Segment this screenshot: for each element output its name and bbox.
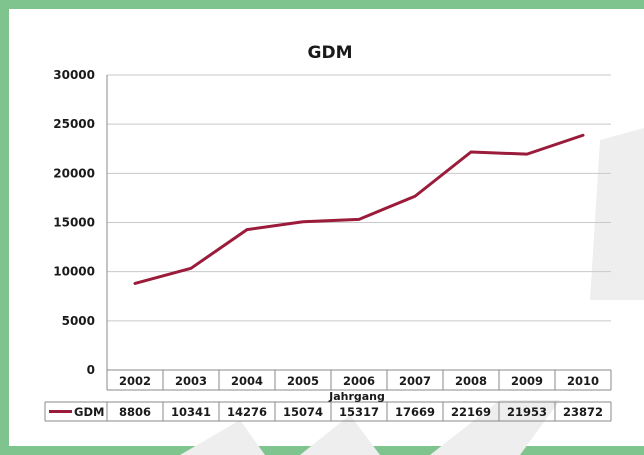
y-tick-5000: 5000 — [62, 314, 95, 328]
x-category-2009: 2009 — [511, 374, 543, 388]
y-tick-30000: 30000 — [53, 68, 95, 82]
data-label-2006: 15317 — [339, 405, 379, 419]
x-category-2005: 2005 — [287, 374, 319, 388]
legend-label: GDM — [74, 405, 104, 419]
y-tick-10000: 10000 — [53, 265, 95, 279]
data-point-2005 — [301, 220, 305, 223]
grid-lines — [106, 74, 611, 370]
series-layer — [133, 133, 585, 285]
data-label-2004: 14276 — [227, 405, 267, 419]
x-category-2007: 2007 — [399, 374, 431, 388]
data-point-2010 — [581, 134, 585, 137]
x-category-2008: 2008 — [455, 374, 487, 388]
x-category-2006: 2006 — [343, 374, 375, 388]
data-label-2003: 10341 — [171, 405, 211, 419]
data-point-2007 — [413, 195, 417, 198]
series-line-gdm — [133, 133, 585, 285]
x-category-2003: 2003 — [175, 374, 207, 388]
data-label-2007: 17669 — [395, 405, 435, 419]
x-category-2004: 2004 — [231, 374, 263, 388]
data-label-2002: 8806 — [119, 405, 151, 419]
data-label-2010: 23872 — [563, 405, 603, 419]
x-axis-label: Jahrgang — [328, 390, 385, 403]
y-tick-20000: 20000 — [53, 166, 95, 180]
x-category-2010: 2010 — [567, 374, 599, 388]
data-label-2009: 21953 — [507, 405, 547, 419]
data-point-2003 — [189, 267, 193, 270]
data-label-2008: 22169 — [451, 405, 491, 419]
data-table: 2002 2003 2004 2005 2006 2007 2008 2009 2010 GDM 8… — [44, 369, 612, 422]
data-point-2006 — [357, 218, 361, 221]
y-tick-0: 0 — [87, 363, 95, 377]
x-category-2002: 2002 — [119, 374, 151, 388]
y-tick-25000: 25000 — [53, 117, 95, 131]
data-point-2009 — [525, 152, 529, 156]
data-point-2008 — [469, 150, 473, 154]
data-point-2004 — [245, 228, 249, 231]
y-axis-ticks: 0 5000 10000 15000 20000 25000 30000 — [53, 68, 95, 377]
data-point-2002 — [133, 282, 137, 285]
y-tick-15000: 15000 — [53, 216, 95, 230]
chart-title: GDM — [308, 43, 353, 63]
data-label-2005: 15074 — [283, 405, 323, 419]
